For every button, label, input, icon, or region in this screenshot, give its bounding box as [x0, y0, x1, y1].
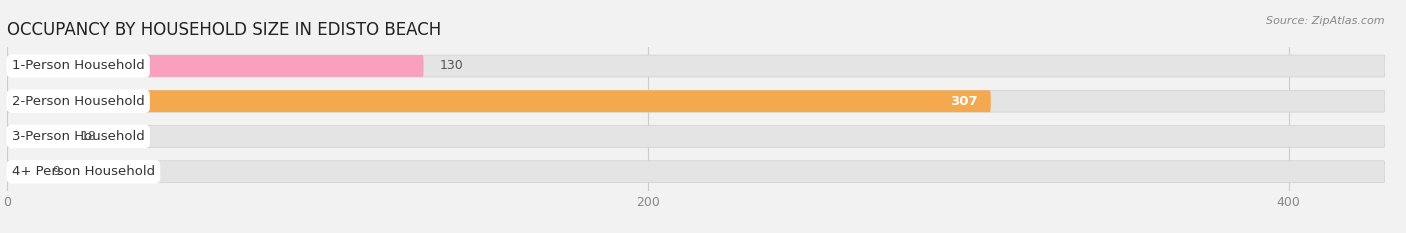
Text: 307: 307 [950, 95, 979, 108]
Text: 2-Person Household: 2-Person Household [11, 95, 145, 108]
Text: 1-Person Household: 1-Person Household [11, 59, 145, 72]
Text: 4+ Person Household: 4+ Person Household [11, 165, 155, 178]
FancyBboxPatch shape [7, 126, 1385, 147]
Text: 130: 130 [440, 59, 464, 72]
Text: 18: 18 [80, 130, 97, 143]
FancyBboxPatch shape [7, 161, 37, 183]
Text: Source: ZipAtlas.com: Source: ZipAtlas.com [1267, 16, 1385, 26]
FancyBboxPatch shape [7, 55, 423, 77]
FancyBboxPatch shape [7, 126, 65, 147]
FancyBboxPatch shape [7, 55, 1385, 77]
Text: 3-Person Household: 3-Person Household [11, 130, 145, 143]
FancyBboxPatch shape [7, 161, 1385, 183]
Text: OCCUPANCY BY HOUSEHOLD SIZE IN EDISTO BEACH: OCCUPANCY BY HOUSEHOLD SIZE IN EDISTO BE… [7, 21, 441, 39]
FancyBboxPatch shape [7, 90, 1385, 112]
Text: 9: 9 [52, 165, 60, 178]
FancyBboxPatch shape [7, 90, 991, 112]
